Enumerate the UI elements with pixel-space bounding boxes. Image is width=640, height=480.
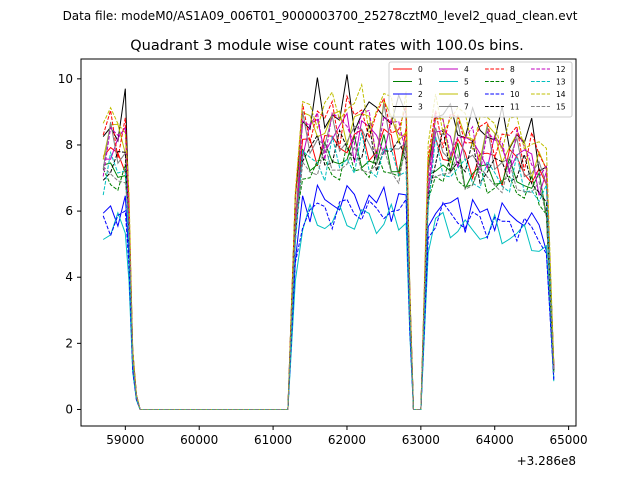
x-axis-offset-label: +3.286e8 — [517, 454, 576, 468]
y-tick-label: 6 — [65, 204, 73, 218]
x-axis-ticks: 59000 60000 61000 62000 63000 64000 65000 — [106, 426, 588, 447]
figure-suptitle: Data file: modeM0/AS1A09_006T01_90000037… — [63, 9, 578, 23]
y-tick-label: 8 — [65, 138, 73, 152]
x-tick-label: 65000 — [550, 433, 588, 447]
chart-title: Quadrant 3 module wise count rates with … — [130, 38, 524, 54]
series-line-9 — [102, 143, 555, 410]
y-tick-label: 4 — [65, 270, 73, 284]
legend-label-12: 12 — [556, 65, 566, 74]
y-tick-label: 0 — [65, 402, 73, 416]
x-tick-label: 61000 — [254, 433, 292, 447]
legend-label-1: 1 — [418, 78, 423, 87]
legend-label-8: 8 — [510, 65, 515, 74]
y-tick-label: 2 — [65, 336, 73, 350]
legend-label-5: 5 — [464, 78, 469, 87]
legend-label-2: 2 — [418, 90, 423, 99]
legend-frame — [388, 61, 573, 118]
legend-label-7: 7 — [464, 103, 469, 112]
x-tick-label: 59000 — [106, 433, 144, 447]
x-tick-label: 62000 — [328, 433, 366, 447]
legend-label-14: 14 — [556, 90, 566, 99]
legend-label-0: 0 — [418, 65, 423, 74]
legend-label-9: 9 — [510, 78, 515, 87]
x-tick-label: 64000 — [476, 433, 514, 447]
axes-frame — [80, 58, 577, 427]
y-tick-label: 10 — [58, 72, 73, 86]
legend-label-10: 10 — [510, 90, 520, 99]
x-tick-label: 60000 — [180, 433, 218, 447]
legend-label-3: 3 — [418, 103, 423, 112]
legend-label-11: 11 — [510, 103, 520, 112]
x-tick-label: 63000 — [402, 433, 440, 447]
legend-label-6: 6 — [464, 90, 469, 99]
legend-label-15: 15 — [556, 103, 566, 112]
series-line-15 — [102, 140, 555, 410]
legend-label-13: 13 — [556, 78, 566, 87]
series-layer — [102, 74, 555, 410]
y-axis-ticks: 0 2 4 6 8 10 — [58, 72, 81, 416]
legend-label-4: 4 — [464, 65, 469, 74]
